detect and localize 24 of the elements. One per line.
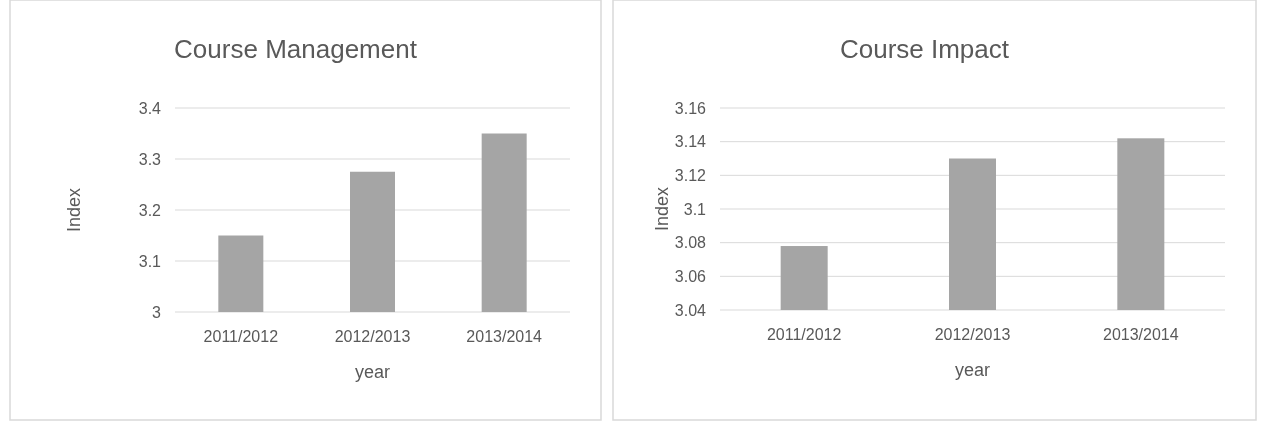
y-tick-label: 3.12 — [674, 166, 707, 184]
y-tick-label: 3.06 — [674, 267, 707, 285]
y-tick-label: 3.14 — [674, 133, 707, 151]
x-tick-label: 2011/2012 — [203, 328, 279, 345]
y-axis-title: Index — [652, 186, 672, 232]
y-tick-label: 3.08 — [674, 234, 707, 252]
x-axis-title: year — [954, 360, 991, 380]
chart-title: Course Impact — [839, 34, 1010, 64]
y-tick-label: 3 — [152, 303, 162, 321]
x-tick-label: 2011/2012 — [766, 326, 842, 343]
x-axis-title: year — [354, 362, 391, 382]
y-tick-label: 3.04 — [674, 301, 707, 319]
x-tick-label: 2013/2014 — [1103, 326, 1179, 343]
chart-title: Course Management — [174, 34, 418, 64]
y-tick-label: 3.16 — [674, 99, 707, 117]
x-tick-label: 2013/2014 — [466, 328, 543, 345]
y-axis-title: Index — [64, 187, 84, 233]
y-tick-label: 3.3 — [138, 150, 162, 168]
y-tick-label: 3.2 — [138, 201, 162, 219]
x-tick-label: 2012/2013 — [934, 326, 1011, 343]
y-tick-label: 3.4 — [138, 99, 162, 117]
y-tick-label: 3.1 — [683, 200, 707, 218]
x-tick-label: 2012/2013 — [334, 328, 411, 345]
y-tick-label: 3.1 — [138, 252, 162, 270]
